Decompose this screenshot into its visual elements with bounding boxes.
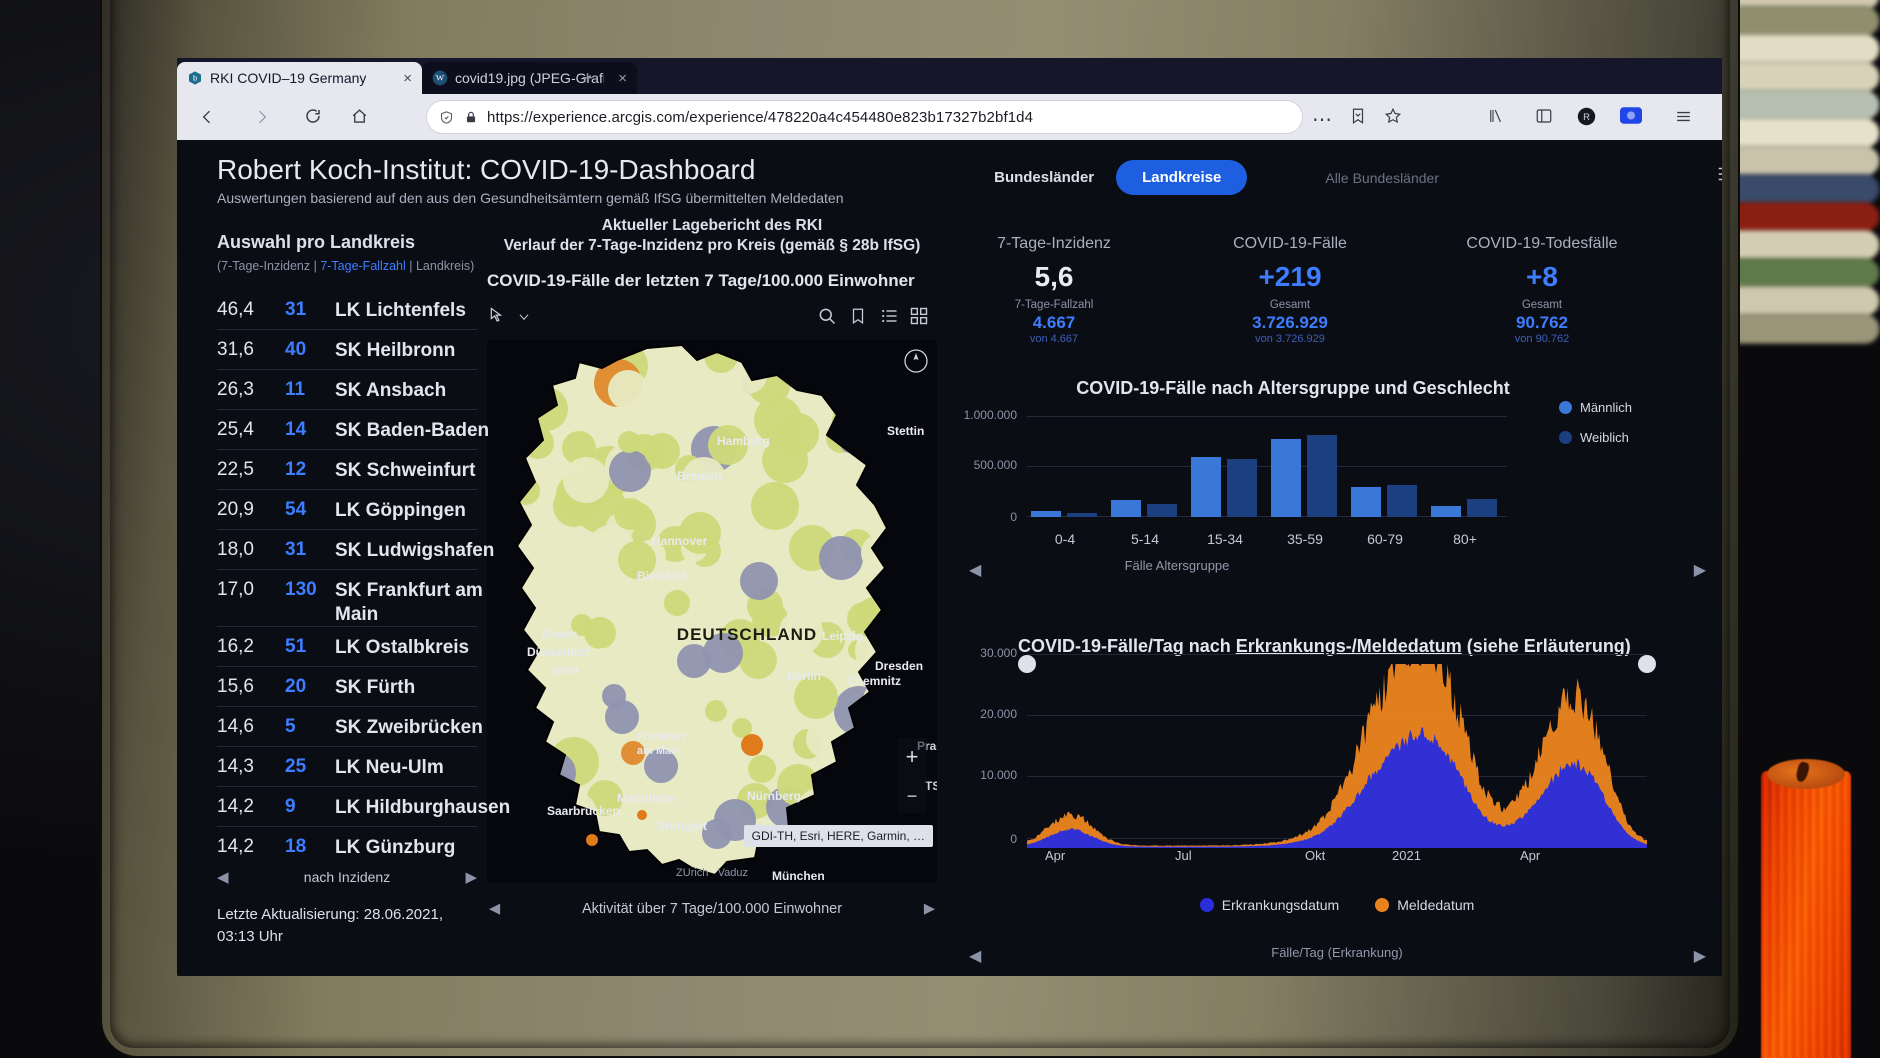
svg-text:W: W — [436, 73, 445, 83]
svg-text:b: b — [193, 74, 197, 83]
svg-text:R: R — [1583, 112, 1590, 123]
